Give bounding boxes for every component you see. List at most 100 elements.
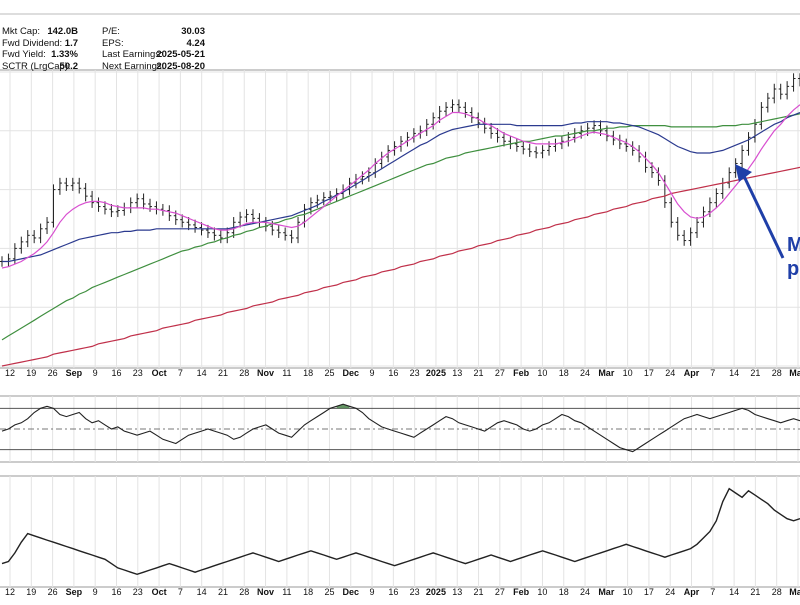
x-tick-label: 19 [26, 587, 36, 597]
x-tick-label: 23 [410, 368, 420, 378]
x-tick-label: 14 [197, 368, 207, 378]
x-tick-label: 10 [623, 587, 633, 597]
info-row-last-earnings: Last Earnings: 2025-05-21 [102, 49, 205, 61]
annotation-text-line2: p [787, 258, 800, 280]
price-layer [0, 73, 800, 267]
x-tick-label: 11 [282, 587, 291, 597]
fundamentals-left: Mkt Cap: 142.0B Fwd Dividend: 1.7 Fwd Yiel… [2, 26, 78, 72]
x-tick-label: 14 [729, 368, 739, 378]
annotation-arrow-head [735, 164, 752, 182]
x-tick-label: 16 [388, 368, 398, 378]
x-tick-label: 28 [772, 587, 782, 597]
x-tick-label: 11 [282, 368, 291, 378]
info-row-next-earnings: Next Earnings: 2025-08-20 [102, 60, 205, 72]
x-tick-label: 18 [559, 587, 569, 597]
x-tick-label: 14 [197, 587, 207, 597]
x-tick-label: 23 [410, 587, 420, 597]
x-tick-label: Feb [513, 587, 530, 597]
info-row-eps: EPS: 4.24 [102, 37, 205, 49]
x-tick-label: 17 [644, 587, 654, 597]
x-tick-label: 28 [239, 368, 249, 378]
x-tick-label: 27 [495, 587, 505, 597]
x-tick-label: 17 [644, 368, 654, 378]
x-tick-label: 21 [218, 587, 228, 597]
x-tick-label: 9 [370, 587, 375, 597]
x-tick-label: 24 [580, 368, 590, 378]
info-row-fwd-dividend: Fwd Dividend: 1.7 [2, 37, 78, 49]
info-row-sctr: SCTR (LrgCap): 50.2 [2, 60, 78, 72]
x-tick-label: 25 [324, 587, 334, 597]
x-tick-label: 16 [388, 587, 398, 597]
annotation-text-line1: M [787, 234, 800, 256]
x-tick-label: 13 [452, 368, 462, 378]
x-tick-label: 28 [772, 368, 782, 378]
x-tick-label: May [789, 368, 800, 378]
x-tick-label: 18 [303, 368, 313, 378]
x-tick-label: 21 [750, 368, 760, 378]
x-tick-label: Oct [152, 368, 167, 378]
x-tick-label: Dec [342, 587, 359, 597]
x-tick-label: Nov [257, 587, 274, 597]
axis-labels-layer: 12 19 26 Sep 9 16 23 Oct 7 14 21 28 Nov 11 18 25 Dec 9 16 2… [5, 368, 800, 597]
x-tick-label: 7 [710, 587, 715, 597]
x-tick-label: 9 [93, 368, 98, 378]
oscillator-line [1, 403, 800, 453]
grid-layer [0, 13, 800, 588]
x-tick-label: 21 [750, 587, 760, 597]
lower-indicator-layer [1, 487, 800, 576]
x-tick-label: 28 [239, 587, 249, 597]
x-tick-label: 7 [178, 368, 183, 378]
x-tick-label: May [789, 587, 800, 597]
x-tick-label: 21 [474, 587, 484, 597]
x-tick-label: 24 [665, 368, 675, 378]
x-tick-label: Sep [66, 368, 83, 378]
x-tick-label: 21 [218, 368, 228, 378]
x-tick-label: 18 [559, 368, 569, 378]
x-tick-label: 16 [111, 587, 121, 597]
x-tick-label: Apr [684, 587, 700, 597]
x-tick-label: 7 [178, 587, 183, 597]
x-tick-label: 10 [623, 368, 633, 378]
x-tick-label: 25 [324, 368, 334, 378]
x-tick-label: 19 [26, 368, 36, 378]
x-tick-label: Oct [152, 587, 167, 597]
x-tick-label: 9 [370, 368, 375, 378]
x-tick-label: Dec [342, 368, 359, 378]
fundamentals-right: P/E: 30.03 EPS: 4.24 Last Earnings: 2025-05… [102, 26, 205, 72]
info-row-mkt-cap: Mkt Cap: 142.0B [2, 26, 78, 37]
x-tick-label: Mar [598, 368, 615, 378]
x-tick-label: 24 [580, 587, 590, 597]
lower-indicator-line [1, 487, 800, 576]
ma-mid-line [2, 111, 800, 263]
x-tick-label: 2025 [426, 368, 446, 378]
moving-averages-layer [1, 104, 800, 367]
info-row-fwd-yield: Fwd Yield: 1.33% [2, 49, 78, 61]
oscillator-layer [0, 403, 800, 453]
x-tick-label: 16 [111, 368, 121, 378]
x-tick-label: 24 [665, 587, 675, 597]
x-tick-label: 18 [303, 587, 313, 597]
x-tick-label: 2025 [426, 587, 446, 597]
x-tick-label: 14 [729, 587, 739, 597]
ma-short-line [1, 104, 800, 269]
x-tick-label: 26 [48, 587, 58, 597]
x-tick-label: 23 [133, 587, 143, 597]
annotation-layer [735, 164, 785, 259]
ma-long-line [1, 113, 800, 341]
info-row-pe: P/E: 30.03 [102, 26, 205, 37]
x-tick-label: 9 [93, 587, 98, 597]
x-tick-label: Nov [257, 368, 274, 378]
annotation-arrow-shaft [740, 171, 785, 259]
x-tick-label: 23 [133, 368, 143, 378]
x-tick-label: 21 [474, 368, 484, 378]
x-tick-label: 27 [495, 368, 505, 378]
x-tick-label: 10 [537, 587, 547, 597]
x-tick-label: Feb [513, 368, 530, 378]
x-tick-label: Apr [684, 368, 700, 378]
x-tick-label: 12 [5, 587, 15, 597]
ma-200-line [1, 166, 800, 367]
x-tick-label: 7 [710, 368, 715, 378]
x-tick-label: 13 [452, 587, 462, 597]
